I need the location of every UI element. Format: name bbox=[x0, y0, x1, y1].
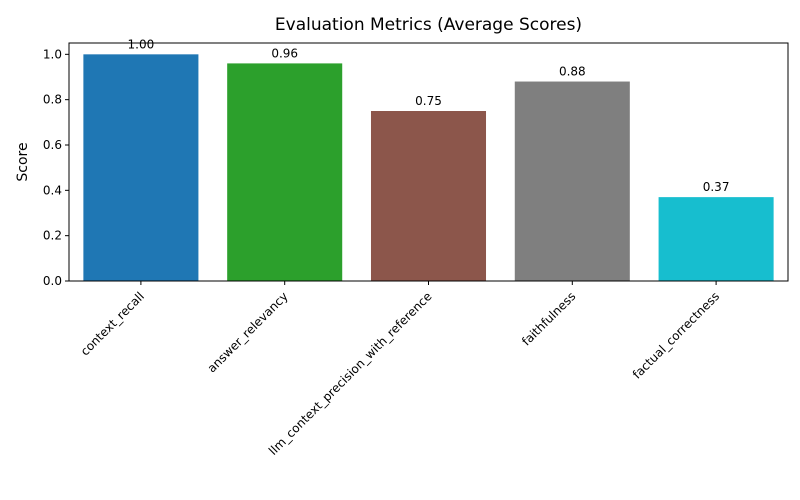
bar-factual-correctness bbox=[658, 197, 774, 281]
y-tick-label: 1.0 bbox=[43, 47, 62, 61]
x-tick-label: context_recall bbox=[78, 289, 147, 358]
x-axis: context_recall answer_relevancyllm_contex… bbox=[78, 281, 722, 458]
x-tick-label: llm_context_precision_with_reference bbox=[266, 289, 435, 458]
bar-value-label: 0.37 bbox=[703, 180, 730, 194]
plot-frame bbox=[68, 42, 789, 282]
bar-value-label: 0.75 bbox=[415, 94, 442, 108]
y-tick-label: 0.6 bbox=[43, 138, 62, 152]
chart-title: Evaluation Metrics (Average Scores) bbox=[275, 15, 582, 35]
bar-answer-relevancy bbox=[227, 63, 343, 282]
bar-value-label: 1.00 bbox=[128, 37, 155, 51]
x-tick-label: answer_relevancy bbox=[205, 289, 291, 375]
bar-llm-context-precision-with-reference bbox=[370, 111, 487, 281]
y-axis-title: Score bbox=[15, 142, 31, 181]
bar-value-label: 0.96 bbox=[271, 46, 298, 60]
bar-labels-layer: 1.00 0.96 0.75 0.88 0.37 bbox=[128, 37, 730, 194]
bar-value-label: 0.88 bbox=[559, 65, 586, 79]
y-axis: 0.0 0.2 0.4 0.6 0.8 1.0 bbox=[43, 47, 69, 288]
bar-context-recall bbox=[83, 54, 199, 282]
x-tick-label: faithfulness bbox=[519, 289, 578, 348]
x-tick-label: factual_correctness bbox=[630, 289, 722, 381]
y-tick-label: 0.8 bbox=[43, 93, 62, 107]
bar-faithfulness bbox=[514, 81, 630, 282]
y-tick-label: 0.2 bbox=[43, 229, 62, 243]
y-tick-label: 0.0 bbox=[43, 274, 62, 288]
y-tick-label: 0.4 bbox=[43, 183, 62, 197]
bars-layer bbox=[83, 54, 774, 282]
